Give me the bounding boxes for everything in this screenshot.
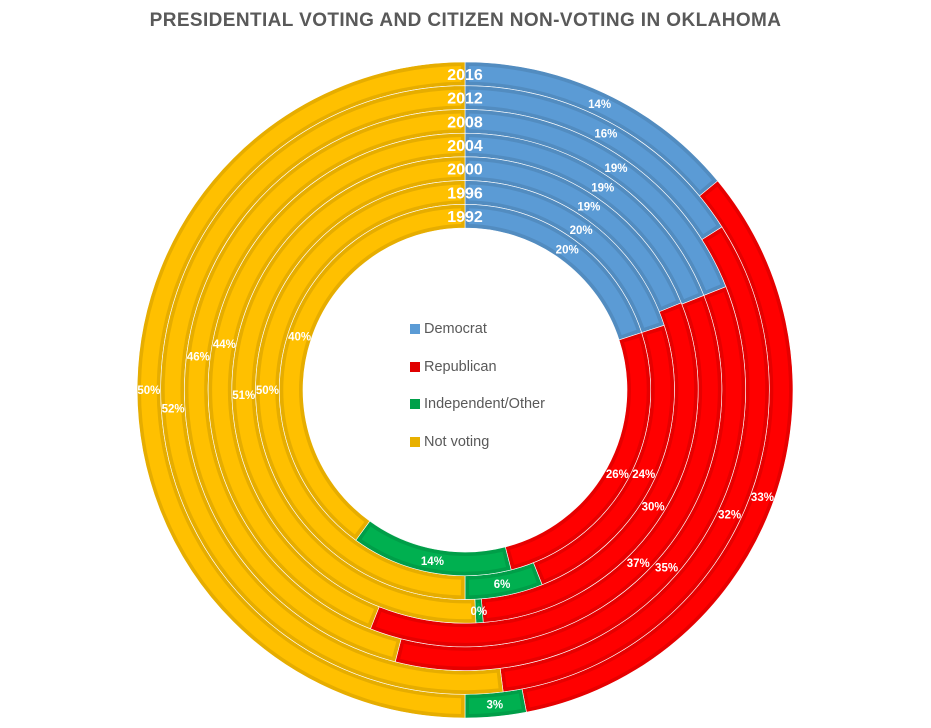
segment-highlight-republican-2012	[504, 232, 766, 688]
segment-highlight-not-voting-1992	[283, 208, 462, 535]
data-label-republican-1992: 26%	[606, 469, 629, 481]
year-label-1996: 1996	[447, 185, 483, 202]
data-label-independent-other-1992: 14%	[421, 556, 444, 568]
data-label-not-voting-2008: 46%	[187, 351, 210, 363]
segment-highlight-democrat-2004	[468, 137, 699, 300]
data-label-democrat-2000: 19%	[577, 202, 600, 214]
year-label-2016: 2016	[447, 67, 483, 84]
legend-label-republican: Republican	[424, 358, 497, 375]
data-label-not-voting-1996: 50%	[256, 385, 279, 397]
data-label-republican-2000: 30%	[642, 502, 665, 514]
segment-highlight-democrat-2008	[468, 113, 721, 291]
data-label-republican-2012: 32%	[718, 510, 741, 522]
data-label-independent-other-2000: 0%	[471, 606, 488, 618]
data-label-not-voting-2016: 50%	[137, 385, 160, 397]
legend-item-not-voting[interactable]: Not voting	[410, 423, 545, 461]
data-label-democrat-1992: 20%	[556, 244, 579, 256]
segment-highlight-democrat-2016	[468, 66, 713, 191]
segment-highlight-independent-other-2016	[468, 693, 522, 714]
rings-group	[136, 61, 794, 719]
year-label-2000: 2000	[447, 162, 483, 179]
data-label-not-voting-2000: 51%	[232, 390, 255, 402]
legend-item-republican[interactable]: Republican	[410, 348, 545, 386]
legend-label-independent-other: Independent/Other	[424, 396, 545, 413]
legend-swatch-democrat	[410, 323, 420, 334]
data-label-democrat-2016: 14%	[588, 99, 611, 111]
legend-label-not-voting: Not voting	[424, 433, 490, 450]
data-label-democrat-1996: 20%	[570, 225, 593, 237]
segment-highlight-independent-other-1992	[361, 526, 507, 572]
legend: Democrat Republican Independent/Other No…	[410, 310, 545, 461]
segment-highlight-democrat-2000	[468, 160, 676, 307]
year-label-2012: 2012	[447, 91, 483, 108]
segment-highlight-republican-2016	[526, 186, 790, 708]
legend-item-democrat[interactable]: Democrat	[410, 310, 545, 348]
chart-title: PRESIDENTIAL VOTING AND CITIZEN NON-VOTI…	[149, 10, 782, 31]
data-label-democrat-2004: 19%	[591, 182, 614, 194]
segment-highlight-democrat-1992	[468, 208, 637, 336]
legend-swatch-independent-other	[410, 399, 420, 410]
data-label-not-voting-1992: 40%	[288, 331, 311, 343]
segment-highlight-republican-2008	[400, 292, 742, 667]
year-label-2004: 2004	[447, 138, 483, 155]
data-label-independent-other-2016: 3%	[486, 700, 503, 712]
data-label-republican-2004: 37%	[627, 558, 650, 570]
year-labels-group: 2016 2012 2008 2004 2000 1996 1992	[447, 67, 483, 226]
data-label-democrat-2008: 19%	[605, 163, 628, 175]
legend-item-independent-other[interactable]: Independent/Other	[410, 385, 545, 423]
data-label-republican-1996: 24%	[632, 469, 655, 481]
segment-highlight-republican-1992	[509, 337, 647, 565]
segment-highlight-democrat-2012	[468, 89, 717, 235]
segment-highlight-republican-1996	[538, 330, 671, 580]
segment-highlight-republican-2000	[485, 308, 695, 619]
legend-label-democrat: Democrat	[424, 320, 487, 337]
data-label-republican-2008: 35%	[655, 563, 678, 575]
year-label-1992: 1992	[447, 209, 483, 226]
segment-highlight-independent-other-2000	[477, 602, 481, 619]
data-label-not-voting-2004: 44%	[213, 339, 236, 351]
data-label-not-voting-2012: 52%	[162, 403, 185, 415]
data-label-democrat-2012: 16%	[594, 129, 617, 141]
segment-highlight-independent-other-1996	[468, 567, 537, 596]
segment-highlight-democrat-1996	[468, 184, 660, 328]
year-label-2008: 2008	[447, 114, 483, 131]
labels-group: 14% 33% 3% 50% 16% 32% 52% 19% 35% 46% 19% 37% 44% 19…	[137, 99, 774, 712]
data-label-independent-other-1996: 6%	[494, 579, 511, 591]
data-label-republican-2016: 33%	[751, 492, 774, 504]
legend-swatch-republican	[410, 361, 420, 372]
legend-swatch-not-voting	[410, 436, 420, 447]
